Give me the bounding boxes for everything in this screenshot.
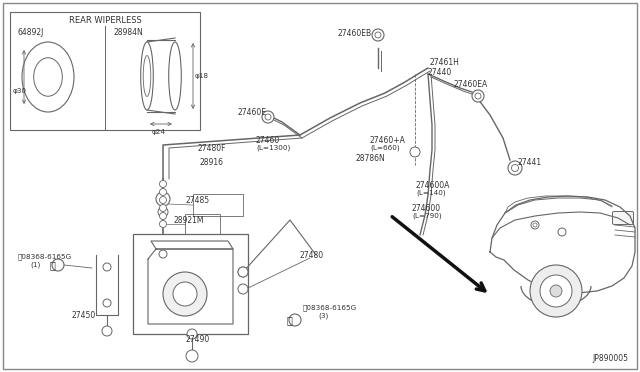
Text: φ24: φ24 xyxy=(152,129,166,135)
Circle shape xyxy=(156,192,170,206)
Text: 28786N: 28786N xyxy=(355,154,385,163)
Circle shape xyxy=(540,275,572,307)
Text: (L=140): (L=140) xyxy=(416,190,445,196)
Circle shape xyxy=(550,285,562,297)
Bar xyxy=(185,214,220,234)
Bar xyxy=(193,194,243,216)
Text: 27460+A: 27460+A xyxy=(370,135,406,144)
Circle shape xyxy=(187,329,197,339)
Circle shape xyxy=(372,29,384,41)
Text: Ⓢ: Ⓢ xyxy=(286,315,292,325)
Text: 27450: 27450 xyxy=(72,311,96,321)
Circle shape xyxy=(159,205,166,212)
Ellipse shape xyxy=(141,42,154,110)
Text: 27441: 27441 xyxy=(518,157,542,167)
Text: 27480: 27480 xyxy=(300,250,324,260)
Circle shape xyxy=(530,265,582,317)
Circle shape xyxy=(159,250,167,258)
Text: 27485: 27485 xyxy=(185,196,209,205)
Circle shape xyxy=(475,93,481,99)
Text: 27461H: 27461H xyxy=(430,58,460,67)
Circle shape xyxy=(508,161,522,175)
Circle shape xyxy=(511,164,518,171)
Circle shape xyxy=(472,90,484,102)
Circle shape xyxy=(159,221,166,228)
Circle shape xyxy=(531,221,539,229)
Circle shape xyxy=(238,267,248,277)
Bar xyxy=(10,12,200,130)
Circle shape xyxy=(289,314,301,326)
Text: REAR WIPERLESS: REAR WIPERLESS xyxy=(68,16,141,25)
Circle shape xyxy=(52,259,64,271)
Circle shape xyxy=(262,111,274,123)
Text: 27460E: 27460E xyxy=(238,108,267,116)
FancyBboxPatch shape xyxy=(612,212,634,224)
Text: 28916: 28916 xyxy=(200,157,224,167)
Ellipse shape xyxy=(34,58,62,96)
Text: φ18: φ18 xyxy=(195,73,209,79)
Ellipse shape xyxy=(169,42,181,110)
Text: 27480F: 27480F xyxy=(197,144,225,153)
Circle shape xyxy=(102,326,112,336)
Circle shape xyxy=(186,350,198,362)
Circle shape xyxy=(375,32,381,38)
Circle shape xyxy=(103,299,111,307)
Text: 27460EB: 27460EB xyxy=(337,29,371,38)
Text: (L=1300): (L=1300) xyxy=(256,145,291,151)
Text: (L=790): (L=790) xyxy=(412,213,442,219)
Circle shape xyxy=(159,180,166,187)
Text: (1): (1) xyxy=(30,262,40,268)
Text: 27440: 27440 xyxy=(428,67,452,77)
Text: 274600: 274600 xyxy=(412,203,441,212)
Text: Ⓢ08368-6165G: Ⓢ08368-6165G xyxy=(303,305,357,311)
Text: 27490: 27490 xyxy=(185,336,209,344)
Circle shape xyxy=(238,267,248,277)
Text: φ30: φ30 xyxy=(13,88,27,94)
Text: Ⓢ08368-6165G: Ⓢ08368-6165G xyxy=(18,254,72,260)
Circle shape xyxy=(173,282,197,306)
Text: (L=660): (L=660) xyxy=(370,145,399,151)
Text: 27460EA: 27460EA xyxy=(454,80,488,89)
Circle shape xyxy=(163,272,207,316)
Circle shape xyxy=(158,207,168,217)
Circle shape xyxy=(265,114,271,120)
Circle shape xyxy=(558,228,566,236)
Text: 274600A: 274600A xyxy=(416,180,451,189)
Text: 64892J: 64892J xyxy=(18,28,44,36)
Circle shape xyxy=(159,212,166,219)
Text: Ⓢ: Ⓢ xyxy=(49,260,55,270)
Text: 28984N: 28984N xyxy=(114,28,144,36)
Ellipse shape xyxy=(143,55,151,96)
Circle shape xyxy=(159,196,166,203)
Circle shape xyxy=(103,263,111,271)
Text: (3): (3) xyxy=(318,313,328,319)
Text: 28921M: 28921M xyxy=(174,215,205,224)
Circle shape xyxy=(159,189,166,196)
Text: JP890005: JP890005 xyxy=(592,354,628,363)
Circle shape xyxy=(533,223,537,227)
Circle shape xyxy=(238,284,248,294)
Text: 27460: 27460 xyxy=(256,135,280,144)
Ellipse shape xyxy=(22,42,74,112)
Bar xyxy=(133,234,248,334)
Circle shape xyxy=(410,147,420,157)
